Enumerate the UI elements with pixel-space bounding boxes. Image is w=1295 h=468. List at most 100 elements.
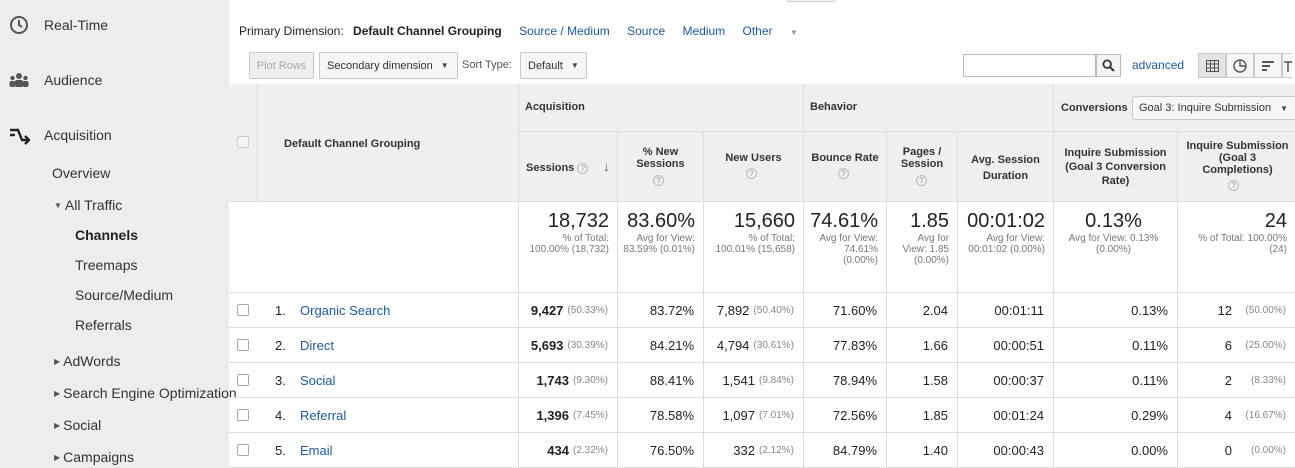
row-value-cell: 0.11%: [1054, 328, 1178, 363]
row-number: 3.: [275, 372, 286, 388]
caret-down-icon: ▼: [54, 201, 62, 210]
row-checkbox[interactable]: [237, 304, 249, 316]
row-checkbox[interactable]: [237, 444, 249, 456]
total-cell: 24% of Total: 100.00% (24): [1178, 202, 1295, 293]
total-subtext: % of Total: 100.00% (18,732): [529, 233, 609, 255]
row-value: 7,892: [716, 302, 750, 318]
row-value-cell: 84.79%: [804, 433, 887, 468]
plot-rows-button[interactable]: Plot Rows: [249, 52, 314, 79]
nav-source-medium[interactable]: Source/Medium: [75, 287, 174, 303]
row-value-cell: 00:00:37: [958, 363, 1054, 398]
col-pages-session[interactable]: Pages / Session ?: [887, 132, 958, 202]
goal-selector-dropdown[interactable]: Goal 3: Inquire Submission ▼: [1132, 96, 1295, 120]
row-value: 5,693: [530, 337, 564, 353]
row-value: 1,541: [722, 372, 755, 388]
totals-label-cell: [229, 202, 519, 293]
nav-audience-label: Audience: [44, 72, 103, 88]
nav-campaigns-label: Campaigns: [63, 449, 134, 465]
sort-type-dropdown[interactable]: Default ▼: [520, 52, 587, 79]
row-value-cell: 0.00%: [1054, 433, 1178, 468]
total-value: 24: [1264, 210, 1287, 232]
more-views-button[interactable]: [1282, 53, 1292, 78]
nav-channels[interactable]: Channels: [75, 227, 139, 243]
table-view-button[interactable]: [1198, 53, 1226, 78]
row-value-cell: 1.58: [887, 363, 958, 398]
help-icon[interactable]: ?: [653, 175, 664, 186]
group-acquisition-label: Acquisition: [525, 101, 585, 113]
row-number: 2.: [275, 337, 286, 353]
row-value-cell: 1.66: [887, 328, 958, 363]
help-icon[interactable]: ?: [577, 162, 589, 174]
row-value-percent: (50.33%): [567, 304, 608, 316]
row-value-cell: 1.40: [887, 433, 958, 468]
col-bounce-rate[interactable]: Bounce Rate ?: [804, 132, 887, 202]
help-icon[interactable]: ?: [838, 168, 849, 179]
col-avg-session-duration[interactable]: Avg. Session Duration: [958, 132, 1054, 202]
row-value: 12: [1217, 302, 1232, 318]
row-value: 9,427: [530, 302, 564, 318]
select-all-checkbox[interactable]: [237, 136, 249, 148]
row-channel-link[interactable]: Direct: [300, 337, 334, 353]
col-new-users[interactable]: New Users ?: [704, 132, 804, 202]
nav-overview[interactable]: Overview: [52, 165, 111, 181]
row-channel-link[interactable]: Social: [300, 372, 336, 388]
group-behavior: Behavior: [804, 84, 1054, 132]
search-input[interactable]: [963, 54, 1096, 77]
secondary-dimension-dropdown[interactable]: Secondary dimension ▼: [319, 52, 458, 79]
row-value: 72.56%: [832, 407, 877, 423]
help-icon[interactable]: ?: [746, 168, 757, 179]
nav-seo[interactable]: ▶ Search Engine Optimization: [54, 385, 237, 401]
row-checkbox[interactable]: [237, 409, 249, 421]
row-value: 1.66: [922, 337, 948, 353]
nav-referrals[interactable]: Referrals: [75, 317, 132, 333]
row-dimension-cell: 2. Direct: [258, 328, 519, 363]
row-channel-link[interactable]: Referral: [300, 407, 347, 423]
nav-all-traffic[interactable]: ▼ All Traffic: [54, 197, 122, 213]
row-value-cell: 0 (0.00%): [1178, 433, 1295, 468]
row-value: 71.60%: [832, 302, 877, 318]
sort-type-label: Sort Type:: [462, 59, 512, 71]
dimension-column-header[interactable]: Default Channel Grouping: [284, 138, 421, 150]
row-value-cell: 00:00:51: [958, 328, 1054, 363]
col-new-sessions[interactable]: % New Sessions ?: [618, 132, 704, 202]
row-value-cell: 1,743 (9.30%): [519, 363, 618, 398]
dimension-link-source-medium[interactable]: Source / Medium: [519, 24, 610, 38]
row-channel-link[interactable]: Email: [300, 442, 333, 458]
sort-type-value: Default: [528, 59, 563, 72]
search-button[interactable]: [1096, 54, 1121, 77]
bar-view-button[interactable]: [1254, 53, 1282, 78]
nav-social[interactable]: ▶ Social: [54, 417, 101, 433]
search-icon: [1102, 59, 1115, 72]
row-checkbox[interactable]: [237, 374, 249, 386]
row-value-percent: (50.00%): [1245, 304, 1286, 316]
col-conversion-rate[interactable]: Inquire Submission (Goal 3 Conversion Ra…: [1054, 132, 1178, 202]
row-value: 332: [733, 442, 755, 458]
dimension-link-medium[interactable]: Medium: [682, 24, 726, 38]
row-checkbox[interactable]: [237, 339, 249, 351]
col-completions[interactable]: Inquire Submission (Goal 3 Completions) …: [1178, 132, 1295, 202]
nav-acquisition-label: Acquisition: [44, 127, 112, 143]
dimension-link-source[interactable]: Source: [627, 24, 666, 38]
help-icon[interactable]: ?: [916, 175, 927, 186]
nav-adwords[interactable]: ▶ AdWords: [54, 353, 120, 369]
nav-campaigns[interactable]: ▶ Campaigns: [54, 449, 134, 465]
row-value-percent: (50.40%): [753, 304, 794, 316]
nav-treemaps[interactable]: Treemaps: [75, 257, 138, 273]
group-conversions: Conversions Goal 3: Inquire Submission ▼: [1054, 84, 1295, 132]
row-value: 00:01:11: [994, 302, 1044, 318]
total-cell: 1.85 Avg for View: 1.85 (0.00%): [887, 202, 958, 293]
dimension-link-other[interactable]: Other ▼: [743, 24, 812, 38]
row-value-cell: 84.21%: [618, 328, 704, 363]
pie-view-button[interactable]: [1226, 53, 1254, 78]
col-bounce-rate-label: Bounce Rate: [811, 152, 879, 164]
row-value: 0.00%: [1131, 442, 1168, 458]
row-value: 1.85: [922, 407, 948, 423]
advanced-link[interactable]: advanced: [1132, 58, 1185, 72]
row-number: 1.: [275, 302, 286, 318]
row-value: 1.40: [922, 442, 948, 458]
col-sessions[interactable]: Sessions ? ↓: [519, 132, 618, 202]
row-channel-link[interactable]: Organic Search: [300, 302, 391, 318]
sort-arrow-down-icon[interactable]: ↓: [603, 159, 610, 174]
help-icon[interactable]: ?: [1228, 180, 1239, 191]
top-handle[interactable]: [786, 0, 836, 2]
